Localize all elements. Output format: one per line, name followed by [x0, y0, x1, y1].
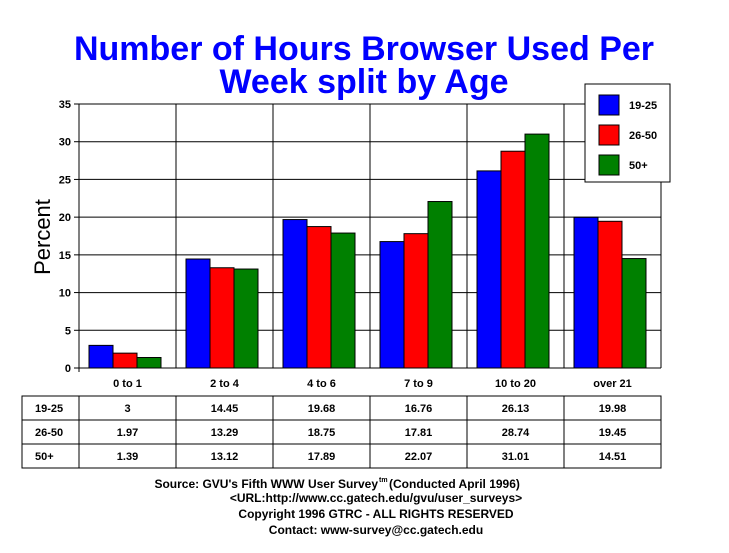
bar-19-25-4-to-6	[282, 219, 308, 369]
bar-26-50-7-to-9	[403, 233, 429, 369]
bar-19-25-10-to-20	[476, 170, 502, 369]
axes	[74, 103, 661, 372]
x-tick-label-10-to-20: 10 to 20	[495, 378, 536, 390]
bar-50-2-to-4	[233, 268, 259, 369]
footer: Source: GVU's Fifth WWW User Survey tm (…	[154, 477, 522, 537]
bar-50-7-to-9	[427, 201, 453, 369]
x-tick-label-2-to-4: 2 to 4	[210, 378, 240, 390]
table-cell-50-over-21: 14.51	[599, 451, 627, 463]
table-cell-19-25-2-to-4: 14.45	[211, 403, 239, 415]
table-cell-50-7-to-9: 22.07	[405, 451, 433, 463]
table-cell-19-25-over-21: 19.98	[599, 403, 627, 415]
x-tick-labels: 0 to 1 2 to 4 4 to 6 7 to 9 10 to 20 over 21	[113, 378, 632, 390]
legend-label-26-50: 26-50	[629, 130, 657, 142]
table-cell-50-10-to-20: 31.01	[502, 451, 530, 463]
footer-source: Source: GVU's Fifth WWW User Survey	[154, 477, 378, 491]
y-tick-labels: 0 5 10 15 20 25 30 35	[59, 99, 71, 375]
table-row-header-50: 50+	[35, 451, 54, 463]
x-tick-label-0-to-1: 0 to 1	[113, 378, 142, 390]
bar-26-50-10-to-20	[500, 150, 526, 369]
y-tick-label-20: 20	[59, 212, 71, 224]
table-cell-50-2-to-4: 13.12	[211, 451, 239, 463]
y-tick-label-5: 5	[65, 325, 71, 337]
y-tick-label-30: 30	[59, 137, 71, 149]
table-cell-50-4-to-6: 17.89	[308, 451, 336, 463]
legend-swatch-50	[598, 154, 620, 176]
bar-19-25-0-to-1	[88, 344, 114, 369]
y-tick-label-15: 15	[59, 250, 71, 262]
bar-19-25-over-21	[573, 216, 599, 369]
chart-title-line-2: Week split by Age	[219, 63, 508, 101]
bar-50-10-to-20	[524, 133, 550, 369]
y-tick-label-10: 10	[59, 288, 71, 300]
bar-26-50-0-to-1	[112, 352, 138, 369]
table-cell-26-50-over-21: 19.45	[599, 427, 627, 439]
legend: 19-25 26-50 50+	[584, 83, 671, 183]
table-cell-50-0-to-1: 1.39	[117, 451, 138, 463]
table-cell-19-25-4-to-6: 19.68	[308, 403, 336, 415]
y-tick-label-35: 35	[59, 99, 71, 111]
table-cell-26-50-4-to-6: 18.75	[308, 427, 336, 439]
legend-swatch-19-25	[598, 94, 620, 116]
x-tick-label-over-21: over 21	[593, 378, 632, 390]
table-row-header-19-25: 19-25	[35, 403, 63, 415]
x-tick-label-7-to-9: 7 to 9	[404, 378, 433, 390]
footer-contact: Contact: www-survey@cc.gatech.edu	[269, 523, 483, 537]
bar-50-over-21	[621, 258, 647, 369]
chart-title-line-1: Number of Hours Browser Used Per	[74, 30, 654, 68]
footer-url: <URL:http://www.cc.gatech.edu/gvu/user_s…	[230, 491, 522, 505]
table-cell-19-25-0-to-1: 3	[124, 403, 130, 415]
table-cell-19-25-10-to-20: 26.13	[502, 403, 530, 415]
bar-26-50-2-to-4	[209, 267, 235, 369]
bar-50-0-to-1	[136, 357, 162, 369]
table-cell-26-50-10-to-20: 28.74	[502, 427, 530, 439]
table-cell-19-25-7-to-9: 16.76	[405, 403, 433, 415]
data-table: 19-25 3 14.45 19.68 16.76 26.13 19.98 26-50 1.97…	[21, 395, 662, 469]
table-cell-26-50-2-to-4: 13.29	[211, 427, 239, 439]
footer-conducted: (Conducted April 1996)	[389, 477, 520, 491]
legend-box	[584, 83, 671, 183]
legend-swatch-26-50	[598, 124, 620, 146]
table-cell-26-50-0-to-1: 1.97	[117, 427, 138, 439]
legend-label-50: 50+	[629, 160, 648, 172]
bars	[88, 133, 647, 369]
table-cell-26-50-7-to-9: 17.81	[405, 427, 433, 439]
footer-copyright: Copyright 1996 GTRC - ALL RIGHTS RESERVE…	[238, 507, 513, 521]
table-row-header-26-50: 26-50	[35, 427, 63, 439]
bar-50-4-to-6	[330, 232, 356, 369]
bar-26-50-4-to-6	[306, 226, 332, 369]
y-tick-label-0: 0	[65, 363, 71, 375]
bar-19-25-7-to-9	[379, 241, 405, 369]
x-tick-label-4-to-6: 4 to 6	[307, 378, 336, 390]
y-tick-label-25: 25	[59, 174, 71, 186]
bar-26-50-over-21	[597, 220, 623, 369]
footer-source-sup: tm	[379, 477, 388, 484]
legend-label-19-25: 19-25	[629, 100, 657, 112]
bar-19-25-2-to-4	[185, 258, 211, 369]
y-axis-label: Percent	[30, 199, 55, 275]
